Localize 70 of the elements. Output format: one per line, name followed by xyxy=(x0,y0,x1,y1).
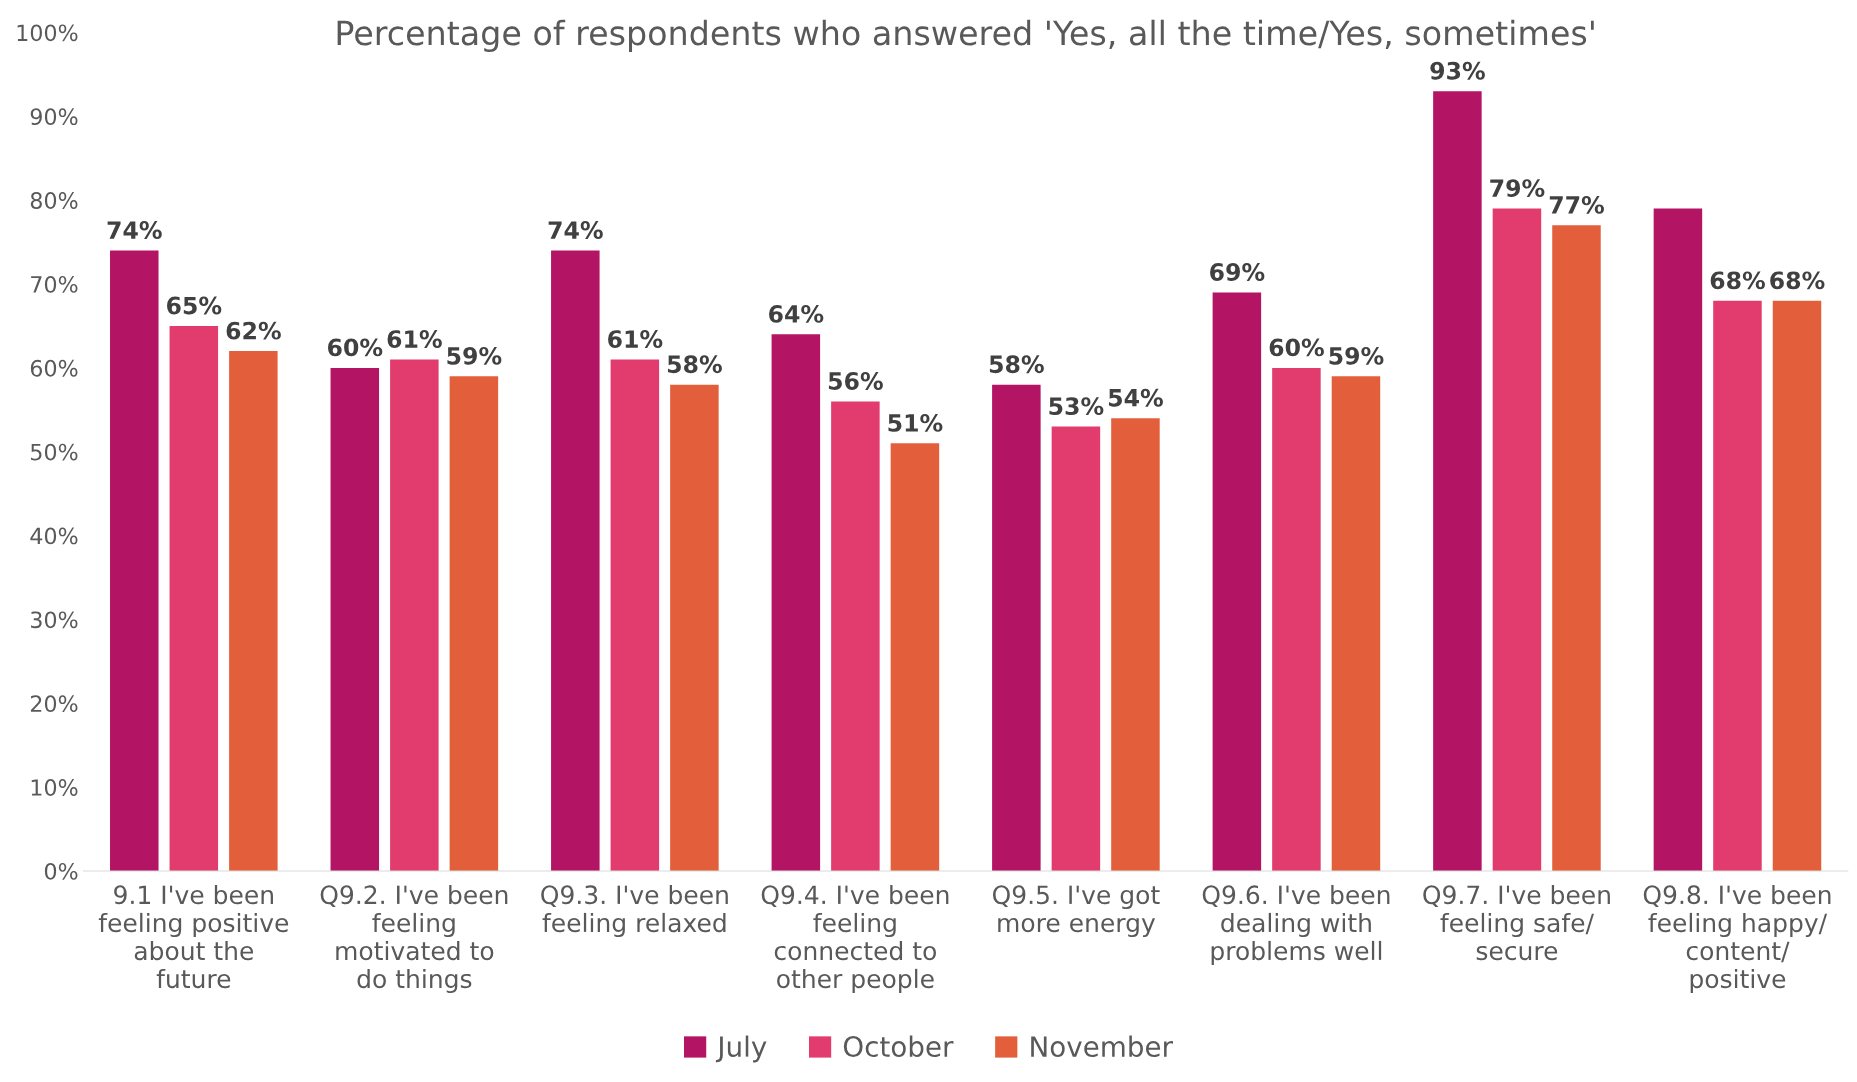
bar xyxy=(1272,367,1321,872)
y-tick-label: 60% xyxy=(30,359,78,377)
legend-label: November xyxy=(1031,1035,1173,1058)
legend-label: October xyxy=(843,1035,954,1058)
y-tick-label: 70% xyxy=(31,275,78,293)
bar xyxy=(670,384,719,872)
data-label: 60% xyxy=(1269,338,1324,357)
chart-title: Percentage of respondents who answered 'Yes, all the time/Yes, sometimes' xyxy=(337,19,1594,52)
bar xyxy=(610,359,660,872)
data-label: 77% xyxy=(1549,195,1604,214)
data-label: 59% xyxy=(1329,346,1384,365)
x-tick-label: Q9.8. I've been feeling happy/ content/ positive xyxy=(1643,884,1831,994)
data-label: 60% xyxy=(328,338,383,357)
bar xyxy=(229,351,278,872)
x-tick-label: 9.1 I've been feeling positive about the future xyxy=(98,884,289,989)
y-tick-label: 40% xyxy=(30,527,78,545)
bar xyxy=(1111,418,1160,872)
y-tick-label: 50% xyxy=(31,443,78,461)
x-tick-label: Q9.7. I've been feeling safe/ secure xyxy=(1423,884,1610,961)
bar xyxy=(551,250,600,872)
y-tick-label: 90% xyxy=(30,108,78,126)
data-label: 79% xyxy=(1490,179,1545,198)
data-label: 54% xyxy=(1109,388,1163,407)
y-tick-label: 80% xyxy=(30,192,78,209)
data-label: 65% xyxy=(167,296,222,315)
bar xyxy=(1772,300,1822,872)
bar xyxy=(771,334,821,872)
bar xyxy=(1492,208,1542,872)
x-tick-label: Q9.3. I've been feeling relaxed xyxy=(541,884,728,938)
data-label: 69% xyxy=(1210,263,1265,281)
bar xyxy=(1212,292,1262,872)
data-label: 51% xyxy=(888,413,943,432)
bar xyxy=(1653,208,1703,872)
bar xyxy=(169,325,219,872)
bar xyxy=(110,250,159,872)
data-label: 64% xyxy=(769,304,824,323)
data-label: 56% xyxy=(828,372,883,390)
y-tick-label: 30% xyxy=(31,611,78,629)
bar xyxy=(831,401,880,872)
bar xyxy=(1051,426,1101,872)
data-label: 68% xyxy=(1770,271,1825,290)
data-label: 61% xyxy=(608,330,663,348)
x-tick-label: Q9.2. I've been feeling motivated to do things xyxy=(320,884,508,994)
bar xyxy=(330,367,380,872)
data-label: 58% xyxy=(989,355,1044,374)
data-label: 61% xyxy=(387,330,442,348)
bar xyxy=(390,359,439,872)
bar xyxy=(449,376,499,872)
data-label: 93% xyxy=(1430,61,1485,80)
x-tick-label: Q9.4. I've been feeling connected to other people xyxy=(761,884,949,994)
x-tick-label: Q9.5. I've got more energy xyxy=(992,885,1160,938)
x-tick-label: Q9.6. I've been dealing with problems well xyxy=(1202,884,1390,966)
y-tick-label: 10% xyxy=(31,779,78,796)
bar xyxy=(1331,376,1381,872)
y-tick-label: 0% xyxy=(44,862,78,880)
y-tick-label: 20% xyxy=(30,695,78,713)
data-label: 62% xyxy=(226,321,281,340)
legend-label: July xyxy=(715,1035,767,1063)
data-label: 68% xyxy=(1710,271,1765,290)
data-label: 58% xyxy=(667,355,722,374)
data-label: 53% xyxy=(1049,397,1104,416)
bar xyxy=(1433,91,1482,872)
bar xyxy=(1713,300,1762,872)
bar xyxy=(890,443,940,872)
data-label: 74% xyxy=(548,221,603,239)
y-tick-label: 100% xyxy=(17,24,78,42)
bar xyxy=(992,384,1041,872)
data-label: 59% xyxy=(447,346,502,365)
data-label: 74% xyxy=(107,221,162,239)
bar xyxy=(1552,225,1601,872)
